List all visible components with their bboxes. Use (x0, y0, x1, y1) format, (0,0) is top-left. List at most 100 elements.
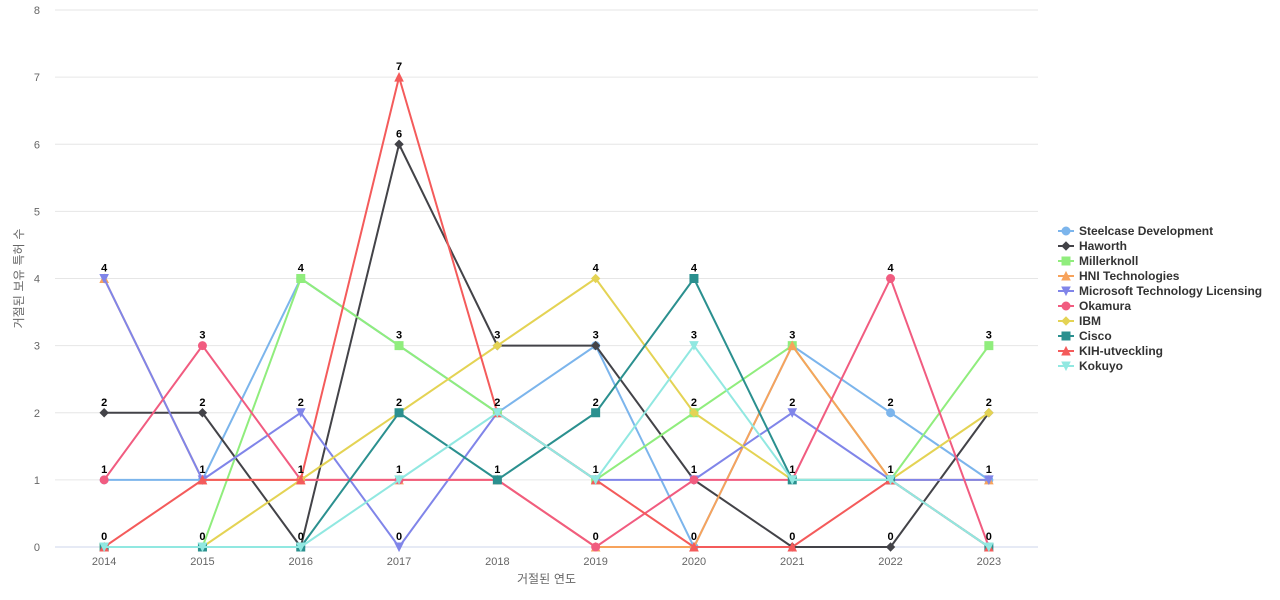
legend-item: Haworth (1058, 239, 1127, 253)
x-tick-label: 2023 (977, 556, 1001, 568)
data-point (295, 408, 306, 418)
data-label: 2 (101, 397, 107, 409)
data-point (787, 475, 798, 485)
data-point (590, 340, 601, 351)
y-tick-label: 4 (34, 274, 40, 286)
data-label: 0 (199, 531, 205, 543)
y-tick-label: 3 (34, 341, 40, 353)
data-label: 0 (396, 531, 402, 543)
data-label: 4 (887, 263, 894, 275)
data-label: 0 (101, 531, 107, 543)
data-point (197, 474, 208, 485)
data-label: 2 (396, 397, 402, 409)
data-point (197, 542, 208, 553)
data-label: 1 (199, 464, 205, 476)
data-point (689, 341, 699, 351)
data-label: 3 (199, 330, 205, 342)
legend-symbol (1061, 345, 1071, 356)
data-label: 1 (396, 464, 402, 476)
data-point (984, 408, 994, 418)
data-point (394, 408, 404, 418)
legend-label: Millerknoll (1079, 254, 1138, 268)
series-line (103, 277, 990, 548)
legend-symbol (1061, 286, 1071, 297)
series-line (103, 344, 990, 548)
data-point (984, 475, 994, 485)
legend-label: Kokuyo (1079, 359, 1123, 373)
legend-symbol (1061, 301, 1071, 311)
data-point (394, 475, 404, 485)
x-tick-label: 2020 (682, 556, 706, 568)
data-point (394, 139, 404, 149)
x-axis-title: 거절된 연도 (517, 572, 576, 586)
data-point (197, 408, 208, 418)
data-point (984, 341, 994, 351)
legend-symbol (1061, 331, 1071, 341)
legend-item: Microsoft Technology Licensing (1058, 284, 1262, 298)
data-label: 3 (986, 330, 992, 342)
data-label: 2 (691, 397, 697, 409)
y-tick-label: 7 (34, 72, 40, 84)
data-point (492, 340, 503, 351)
data-label: 2 (986, 397, 992, 409)
y-tick-label: 5 (34, 206, 40, 218)
legend-symbol (1061, 241, 1071, 251)
legend-label: HNI Technologies (1079, 269, 1180, 283)
legend-item: Millerknoll (1058, 254, 1138, 268)
data-labels: 4 2 1 0 3 2 1 0 4 2 1 0 7 6 3 2 1 0 3 2 1 4 3 2 1 0 4 3 2 1 0 3 2 1 0 4 2 1 0 3… (101, 61, 992, 543)
legend-symbol (1061, 270, 1071, 281)
data-point (99, 408, 109, 418)
data-point (689, 475, 699, 485)
data-label: 1 (986, 464, 992, 476)
data-point (99, 542, 109, 553)
data-point (296, 274, 306, 283)
x-axis-ticks: 2014 2015 2016 2017 2018 2019 2020 2021 2022 2023 (92, 556, 1001, 568)
data-label: 3 (396, 330, 402, 342)
data-label: 0 (887, 531, 893, 543)
data-label: 2 (199, 397, 205, 409)
legend-label: Okamura (1079, 299, 1131, 313)
data-label: 3 (691, 330, 697, 342)
legend-symbol (1061, 256, 1071, 266)
data-label: 7 (396, 61, 402, 73)
legend-item: KIH-utveckling (1058, 344, 1163, 358)
data-point (886, 408, 896, 418)
data-point (492, 408, 503, 418)
y-tick-label: 1 (34, 475, 40, 487)
data-label: 1 (789, 464, 795, 476)
data-label: 2 (494, 397, 500, 409)
legend-item: Kokuyo (1058, 359, 1123, 373)
legend-label: IBM (1079, 314, 1101, 328)
y-tick-label: 8 (34, 5, 40, 17)
data-label: 1 (494, 464, 500, 476)
legend: Steelcase DevelopmentHaworthMillerknollH… (1058, 224, 1262, 373)
data-label: 0 (593, 531, 599, 543)
x-tick-label: 2016 (289, 556, 313, 568)
x-tick-label: 2014 (92, 556, 116, 568)
legend-item: IBM (1058, 314, 1101, 328)
data-point (689, 541, 699, 552)
data-label: 2 (887, 397, 893, 409)
data-point (787, 541, 798, 552)
legend-item: HNI Technologies (1058, 269, 1180, 283)
y-tick-label: 0 (34, 542, 40, 554)
data-label: 4 (298, 263, 305, 275)
data-point (197, 341, 207, 351)
data-label: 2 (298, 397, 304, 409)
legend-item: Okamura (1058, 299, 1131, 313)
data-label: 0 (298, 531, 304, 543)
data-point (787, 408, 798, 418)
data-point (689, 408, 699, 418)
data-label: 4 (593, 263, 600, 275)
legend-symbol (1061, 361, 1071, 372)
y-axis-ticks: 0 1 2 3 4 5 6 7 8 (34, 5, 40, 554)
data-point (590, 475, 601, 485)
data-label: 1 (691, 464, 697, 476)
data-label: 2 (593, 397, 599, 409)
legend-label: Haworth (1079, 239, 1127, 253)
data-label: 0 (986, 531, 992, 543)
data-point (99, 475, 109, 485)
data-label: 1 (298, 464, 304, 476)
data-point (295, 474, 306, 485)
